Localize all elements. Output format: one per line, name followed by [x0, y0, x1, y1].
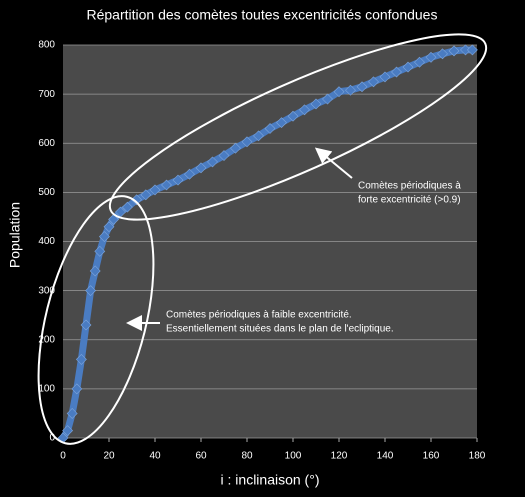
y-tick-label: 500: [38, 187, 55, 198]
point: [184, 168, 195, 180]
y-tick-label: 200: [38, 334, 55, 345]
point: [368, 76, 379, 88]
y-tick-label: 400: [38, 236, 55, 247]
point: [287, 110, 299, 122]
x-axis-label: i : inclinaison (°): [221, 472, 320, 488]
point: [62, 425, 74, 437]
point: [391, 66, 402, 78]
point: [356, 81, 368, 93]
point: [80, 319, 92, 331]
point: [276, 117, 287, 129]
y-tick-label: 700: [38, 89, 55, 100]
y-tick-label: 100: [38, 384, 55, 395]
point: [466, 44, 478, 56]
point: [172, 174, 184, 186]
point: [333, 86, 345, 98]
point: [103, 221, 115, 233]
point: [448, 45, 460, 57]
point: [89, 265, 101, 277]
y-tick-label: 300: [38, 285, 55, 296]
point: [140, 189, 152, 201]
point: [253, 130, 264, 142]
arrow: [314, 147, 353, 179]
y-tick-label: 600: [38, 138, 55, 149]
point: [85, 285, 97, 297]
point: [121, 201, 133, 213]
point: [195, 162, 207, 174]
point: [75, 353, 87, 365]
ellipse: [108, 33, 488, 221]
ellipse: [37, 195, 155, 445]
chart-title: Répartition des comètes toutes excentric…: [87, 7, 438, 23]
x-tick-label: 140: [377, 451, 394, 462]
annotation: forte excentricité (>0.9): [358, 195, 461, 206]
point: [131, 194, 143, 206]
point: [98, 231, 110, 243]
annotation: Essentiellement situées dans le plan de …: [166, 324, 394, 335]
point: [161, 179, 172, 191]
y-tick-label: 0: [49, 433, 55, 444]
x-tick-label: 180: [469, 451, 486, 462]
point: [241, 136, 253, 148]
point: [230, 142, 241, 154]
annotation: Comètes périodiques à faible excentricit…: [166, 310, 352, 321]
point: [414, 56, 425, 68]
point: [322, 93, 333, 105]
annotation: Comètes périodiques à: [358, 181, 461, 192]
y-axis-label: Population: [7, 202, 23, 268]
x-tick-label: 40: [149, 451, 161, 462]
x-tick-label: 0: [60, 451, 66, 462]
series: [57, 44, 478, 444]
point: [264, 123, 276, 134]
point: [402, 61, 414, 73]
x-tick-label: 160: [423, 451, 440, 462]
point: [437, 48, 448, 60]
x-tick-label: 80: [241, 451, 253, 462]
x-tick-label: 60: [195, 451, 207, 462]
point: [149, 184, 161, 196]
point: [218, 150, 230, 161]
point: [425, 51, 437, 63]
point: [207, 156, 218, 168]
y-tick-label: 800: [38, 40, 55, 51]
point: [310, 98, 322, 110]
point: [66, 408, 78, 419]
x-tick-label: 100: [285, 451, 302, 462]
x-tick-label: 120: [331, 451, 348, 462]
point: [345, 84, 356, 96]
point: [299, 104, 310, 116]
x-tick-label: 20: [103, 451, 115, 462]
point: [94, 245, 106, 257]
point: [379, 71, 391, 83]
point: [71, 383, 83, 395]
